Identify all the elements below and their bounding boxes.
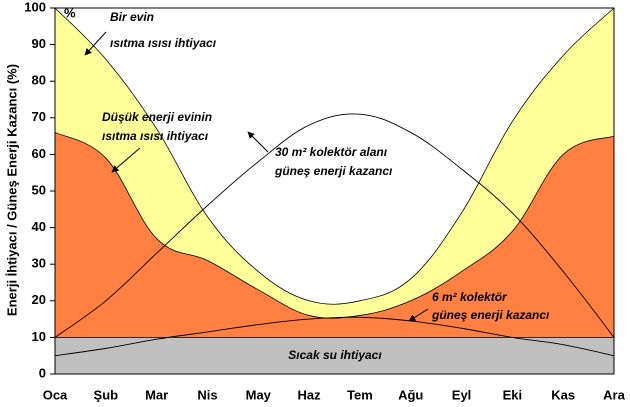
y-tick-label: 50 — [32, 182, 46, 197]
y-tick-label: 100 — [24, 0, 46, 14]
y-tick-label: 70 — [32, 109, 46, 124]
x-tick-label: Tem — [347, 387, 373, 402]
line — [54, 113, 615, 338]
area — [54, 337, 615, 375]
annotation: 30 m² kolektör alanı — [275, 145, 388, 159]
y-tick-label: 80 — [32, 73, 46, 88]
x-tick-label: Eki — [503, 387, 523, 402]
annotation: Bir evin — [110, 10, 154, 24]
annotation: ısıtma ısısı ihtiyacı — [102, 129, 209, 143]
annotation: Sıcak su ihtiyacı — [288, 348, 382, 362]
annotation-arrow — [111, 147, 141, 173]
x-tick-label: Eyl — [452, 387, 472, 402]
x-tick-label: Nis — [197, 387, 217, 402]
y-tick-label: 20 — [32, 292, 46, 307]
plot-area — [54, 7, 615, 375]
y-tick-label: 60 — [32, 146, 46, 161]
x-tick-label: Ağu — [398, 387, 423, 402]
y-tick-label: 0 — [39, 365, 46, 380]
annotation: ısıtma ısısı ihtiyacı — [110, 36, 217, 50]
y-tick-label: 40 — [32, 219, 46, 234]
y-tick-label: 30 — [32, 256, 46, 271]
annotation: güneş enerji kazancı — [274, 164, 393, 178]
annotation: Düşük enerji evinin — [102, 110, 212, 124]
x-tick-label: Kas — [551, 387, 575, 402]
y-tick-label: 10 — [32, 329, 46, 344]
annotation-arrow — [408, 308, 429, 322]
x-tick-label: Şub — [94, 387, 119, 402]
x-tick-label: Oca — [43, 387, 68, 402]
annotation-arrow — [247, 131, 269, 153]
y-tick-label: 90 — [32, 36, 46, 51]
annotation: güneş enerji kazancı — [431, 308, 550, 322]
y-axis-label: Enerji İhtiyacı / Güneş Enerji Kazancı (… — [4, 64, 19, 316]
x-tick-label: Haz — [298, 387, 322, 402]
annotation-arrow — [84, 31, 107, 56]
x-tick-label: May — [246, 387, 272, 402]
unit-label: % — [64, 5, 76, 20]
x-tick-label: Mar — [145, 387, 168, 402]
annotation: 6 m² kolektör — [432, 290, 508, 304]
x-tick-label: Ara — [603, 387, 625, 402]
line — [54, 316, 615, 357]
